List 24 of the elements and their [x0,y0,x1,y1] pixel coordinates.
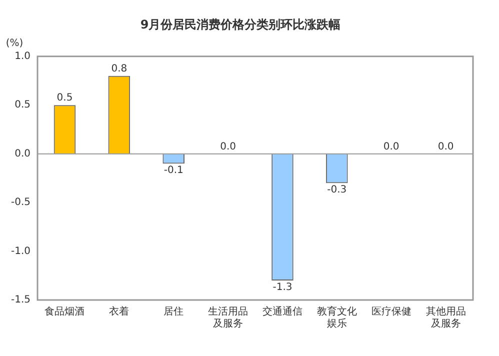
y-tick-label: 0.5 [14,100,31,111]
data-label: 0.0 [383,141,400,152]
y-tick-label: 1.0 [14,50,31,62]
data-label: 0.0 [220,141,236,152]
x-tick-label: 医疗保健 [371,306,412,318]
data-label: -0.3 [327,184,347,196]
y-tick-label: -0.5 [10,197,31,208]
data-label: 0.0 [438,141,454,152]
y-tick-label: -1.5 [10,294,31,306]
y-tick-label: -1.0 [10,246,31,257]
x-tick-label: 教育文化娱乐 [316,306,357,330]
y-axis-title: (%) [6,38,24,49]
x-tick-label: 衣着 [109,306,130,318]
data-label: 0.5 [56,92,73,104]
data-label: 0.8 [111,63,128,74]
x-tick-label: 食品烟酒 [44,306,85,318]
x-tick-label: 其他用品及服务 [426,306,466,330]
data-label: -1.3 [272,282,292,294]
chart-title: 9月份居民消费价格分类别环比涨跌幅 [140,17,341,32]
y-tick-label: 0.0 [14,148,31,160]
x-tick-label: 交通通信 [262,306,302,318]
data-label: -0.1 [164,165,184,176]
x-tick-label: 居住 [164,306,184,318]
x-tick-label: 生活用品及服务 [208,306,248,330]
